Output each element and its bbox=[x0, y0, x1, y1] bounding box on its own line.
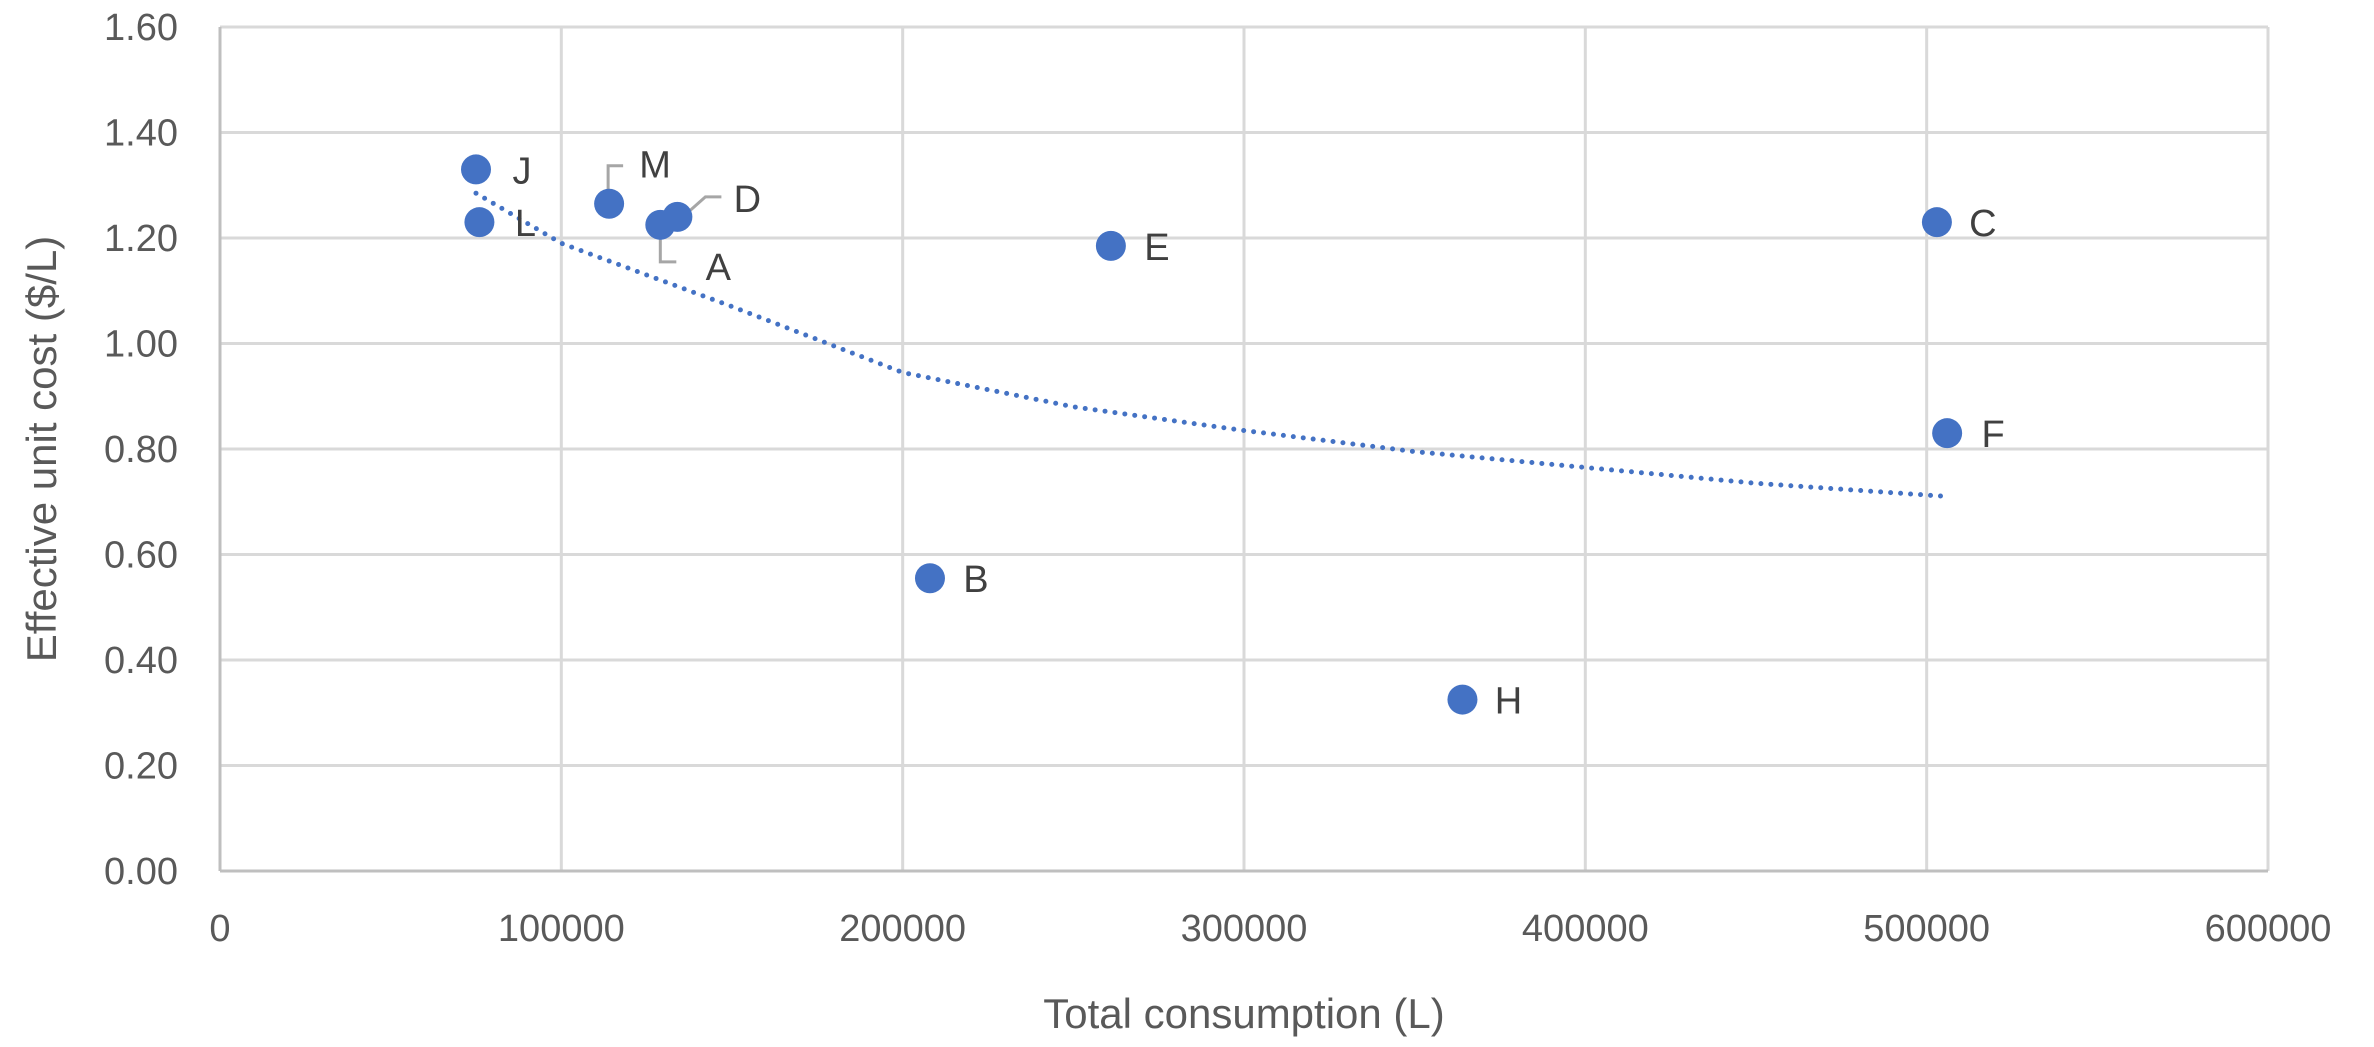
x-tick-label: 100000 bbox=[498, 908, 625, 950]
x-tick-label: 0 bbox=[209, 908, 230, 950]
point-label-j: J bbox=[513, 150, 532, 192]
y-tick-label: 1.00 bbox=[104, 324, 178, 366]
point-label-m: M bbox=[639, 145, 671, 187]
data-point-c bbox=[1921, 207, 1952, 238]
y-tick-label: 0.40 bbox=[104, 640, 178, 682]
y-tick-label: 1.60 bbox=[104, 7, 178, 49]
x-tick-label: 300000 bbox=[1181, 908, 1308, 950]
data-point-f bbox=[1932, 418, 1963, 449]
y-tick-label: 0.00 bbox=[104, 851, 178, 893]
point-label-h: H bbox=[1495, 681, 1522, 723]
label-leader-lines bbox=[606, 164, 722, 264]
point-label-b: B bbox=[963, 559, 988, 601]
data-point-l bbox=[464, 207, 495, 238]
y-axis-title: Effective unit cost ($/L) bbox=[18, 236, 65, 662]
data-point-b bbox=[914, 563, 945, 594]
point-label-c: C bbox=[1969, 203, 1996, 245]
x-tick-label: 400000 bbox=[1522, 908, 1649, 950]
data-point-d bbox=[662, 201, 693, 232]
leader-line-a bbox=[658, 236, 677, 264]
leader-line-d bbox=[686, 195, 722, 215]
y-tick-label: 0.80 bbox=[104, 429, 178, 471]
trendline-layer bbox=[473, 190, 1950, 499]
data-point-j bbox=[461, 154, 491, 185]
data-point-m bbox=[594, 188, 625, 219]
point-label-e: E bbox=[1144, 227, 1169, 269]
trendline bbox=[473, 190, 1950, 499]
leader-line-m bbox=[606, 164, 624, 192]
y-tick-label: 0.20 bbox=[104, 746, 178, 788]
point-label-f: F bbox=[1982, 414, 2005, 456]
x-tick-label: 200000 bbox=[839, 908, 966, 950]
point-labels: JL M AD E B H C F bbox=[513, 145, 2005, 723]
point-label-d: D bbox=[734, 179, 761, 221]
y-tick-label: 1.20 bbox=[104, 218, 178, 260]
y-tick-label: 0.60 bbox=[104, 535, 178, 577]
point-label-l: L bbox=[515, 203, 536, 245]
point-label-a: A bbox=[706, 247, 732, 289]
x-axis-title: Total consumption (L) bbox=[1043, 990, 1445, 1037]
x-tick-label: 600000 bbox=[2205, 908, 2332, 950]
data-points bbox=[461, 154, 1963, 715]
x-tick-label: 500000 bbox=[1863, 908, 1990, 950]
axes: 0.00 0.20 0.40 0.60 0.80 1.00 1.20 1.40 1.60 0 100… bbox=[104, 7, 2331, 950]
gridlines bbox=[220, 25, 2270, 871]
data-point-h bbox=[1447, 684, 1478, 715]
data-point-e bbox=[1095, 230, 1126, 261]
y-tick-label: 1.40 bbox=[104, 113, 178, 155]
